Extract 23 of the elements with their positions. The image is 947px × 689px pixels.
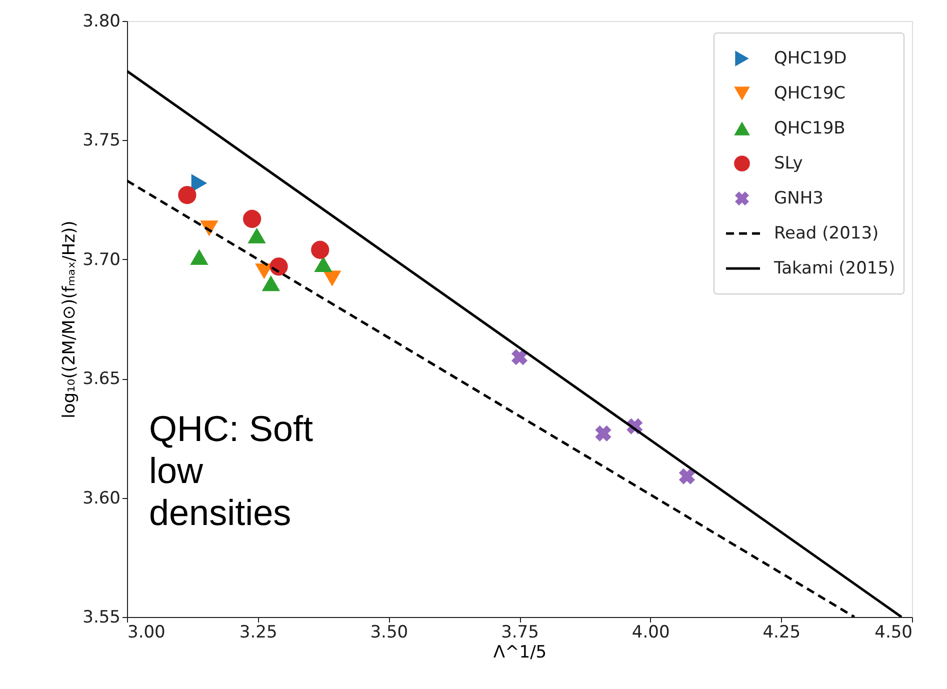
legend-label: Takami (2015) — [773, 258, 896, 278]
y-tick-label: 3.65 — [82, 369, 120, 390]
x-tick-label: 3.25 — [239, 622, 278, 642]
x-tick-label: 4.25 — [762, 622, 801, 642]
annotation: QHC: Soft low densities — [149, 408, 314, 533]
legend-label: GNH3 — [774, 188, 824, 208]
x-tick-label: 4.50 — [874, 622, 912, 642]
y-tick-label: 3.55 — [82, 608, 120, 628]
y-tick-label: 3.80 — [82, 12, 120, 32]
legend-label: QHC19B — [774, 118, 846, 138]
x-tick-label: 3.50 — [370, 622, 408, 642]
legend-label: QHC19D — [774, 48, 847, 68]
legend-label: SLy — [774, 154, 803, 174]
y-tick-label: 3.70 — [82, 250, 120, 270]
y-tick-label: 3.75 — [82, 130, 120, 151]
x-tick-label: 3.00 — [128, 622, 166, 642]
legend-label: QHC19C — [774, 84, 846, 104]
x-axis-title: Λ^1/5 — [493, 642, 547, 662]
x-tick-label: 3.75 — [501, 622, 539, 642]
legend-label: Read (2013) — [774, 224, 879, 244]
x-tick-label: 4.00 — [632, 622, 670, 642]
y-axis-title: log₁₀((2M/M⊙)(fₘₐₓ/Hz)) — [60, 220, 80, 418]
y-tick-label: 3.60 — [82, 488, 120, 508]
